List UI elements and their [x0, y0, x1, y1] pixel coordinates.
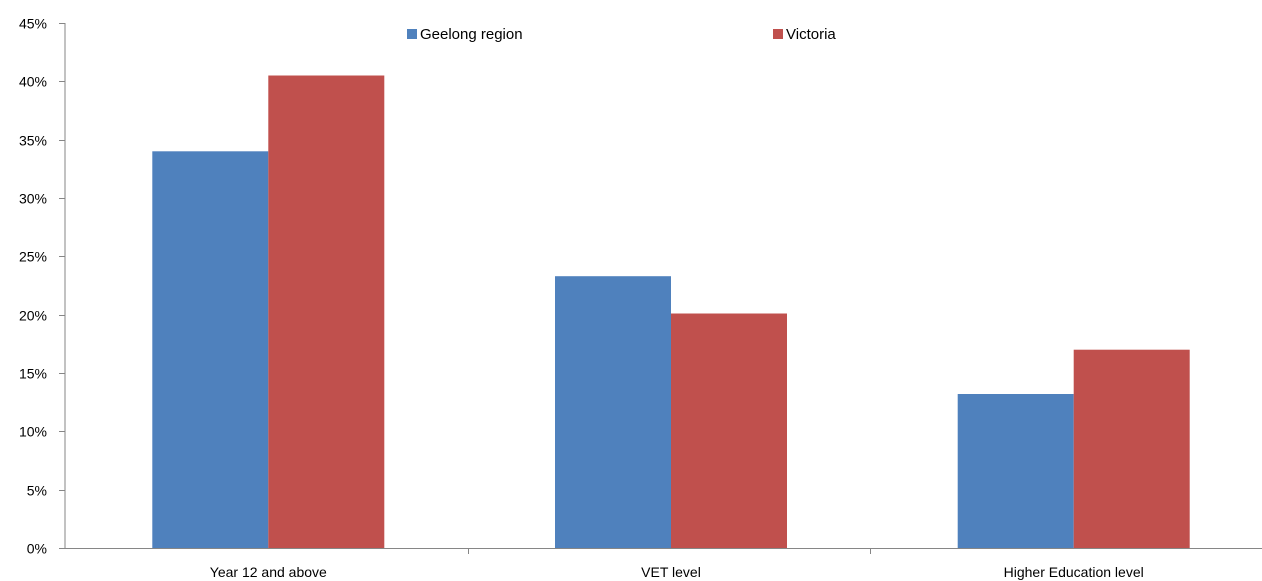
x-tick-label: Year 12 and above: [210, 564, 327, 580]
axes-layer: 0% 5% 10% 15% 20% 25% 30% 35% 40% 45% Year 12 and …: [19, 16, 1262, 580]
legend-label-geelong-region: Geelong region: [420, 26, 523, 43]
y-tick-label: 30%: [19, 191, 47, 207]
y-tick-label: 25%: [19, 249, 47, 265]
y-tick-label: 15%: [19, 366, 47, 382]
y-tick-label: 0%: [27, 541, 47, 557]
legend-label-victoria: Victoria: [786, 26, 836, 43]
x-tick-label: Higher Education level: [1004, 564, 1144, 580]
y-tick-label: 35%: [19, 133, 47, 149]
bar-geelong-region-0: [152, 151, 269, 549]
y-tick-label: 5%: [27, 483, 47, 499]
x-tick-label: VET level: [641, 564, 701, 580]
y-tick-label: 40%: [19, 74, 47, 90]
bars-layer: [152, 75, 1190, 549]
legend-swatch-victoria: [773, 29, 783, 39]
bar-geelong-region-2: [957, 394, 1074, 548]
y-tick-label: 45%: [19, 16, 47, 32]
legend-swatch-geelong-region: [407, 29, 417, 39]
bar-geelong-region-1: [555, 276, 671, 548]
bar-victoria-1: [671, 313, 787, 548]
bar-victoria-2: [1073, 349, 1190, 548]
y-tick-label: 10%: [19, 424, 47, 440]
y-tick-label: 20%: [19, 308, 47, 324]
legend: Geelong region Victoria: [407, 26, 836, 43]
bar-victoria-0: [268, 75, 385, 548]
